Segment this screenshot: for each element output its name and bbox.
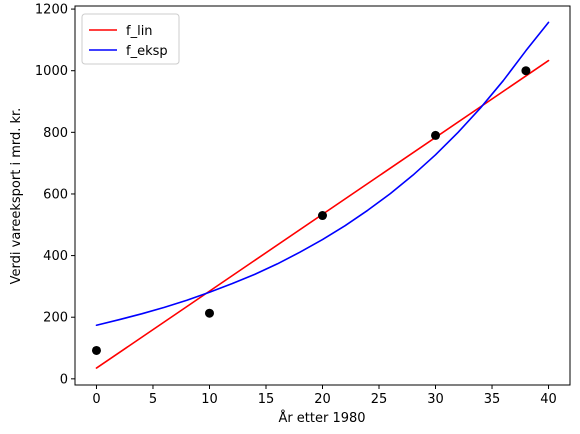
x-axis-ticks: 0 5 10 15 20 25 30 35 40 [92,385,557,407]
data-point [431,130,441,140]
series-line-f-eksp [95,21,550,327]
x-tick-label: 25 [371,392,388,407]
series-layer [91,21,550,369]
y-axis-ticks: 0 200 400 600 800 1000 1200 [35,3,75,387]
y-tick-label: 0 [60,372,68,387]
x-tick-label: 35 [484,392,501,407]
y-tick-label: 800 [43,126,68,141]
legend-label-f-lin: f_lin [126,24,153,39]
legend-box [81,13,180,65]
x-axis-label: År etter 1980 [278,410,365,426]
x-tick-label: 20 [314,392,331,407]
y-tick-label: 1200 [35,3,68,18]
plot-area: 0 5 10 15 20 25 30 35 40 0 200 400 600 800 1000 1200 [35,3,571,407]
y-axis-label: Verdi vareeksport i mrd. kr. [9,108,24,285]
data-point [318,211,327,221]
x-tick-label: 15 [258,392,275,407]
x-tick-label: 40 [540,392,557,407]
x-tick-label: 10 [201,392,218,407]
y-tick-label: 600 [43,187,68,202]
y-tick-label: 1000 [35,64,68,79]
x-tick-label: 0 [92,392,100,407]
x-tick-label: 30 [427,392,444,407]
legend-label-f-eksp: f_eksp [126,44,168,59]
data-point [521,66,531,76]
y-tick-label: 200 [43,311,68,326]
data-point [204,308,214,318]
y-tick-label: 400 [43,249,68,264]
legend: f_lin f_eksp [81,13,180,65]
data-point [91,345,101,355]
x-tick-label: 5 [149,392,157,407]
